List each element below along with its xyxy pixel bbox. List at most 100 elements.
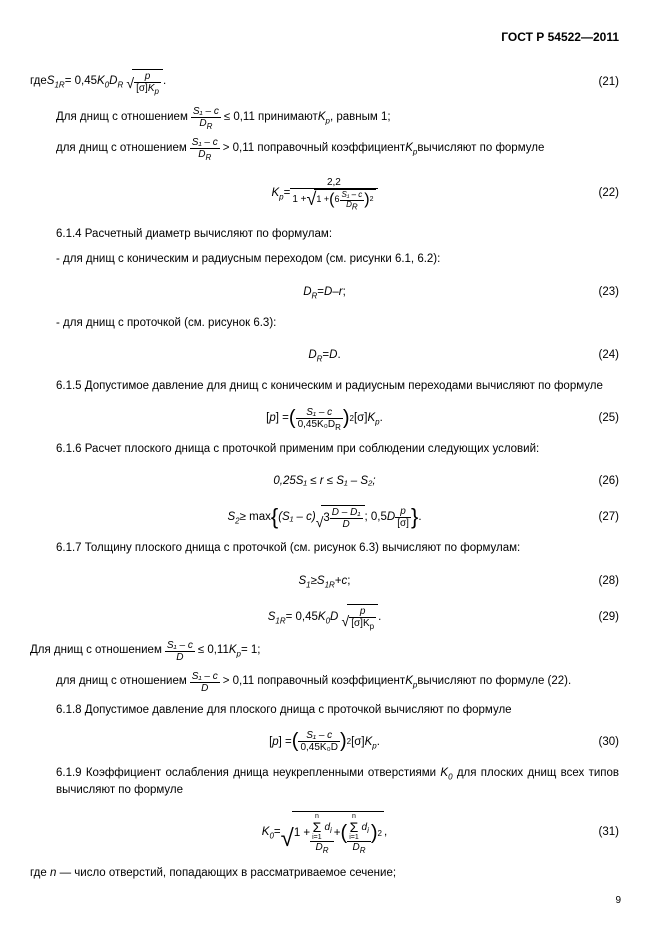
fd: 0,45K₀D [298, 419, 336, 430]
s617: 6.1.7 Толщину плоского днища с проточкой… [30, 540, 619, 557]
drs: R [323, 846, 329, 855]
fds: R [206, 153, 212, 162]
para-3: Для днищ с отношением S₁ – c D ≤ 0,11 Kp… [30, 640, 619, 663]
sep: ; 0,5 [365, 511, 387, 523]
s615: 6.1.5 Допустимое давление для днищ с кон… [30, 378, 619, 395]
k0: K [318, 611, 326, 623]
dot: . [377, 736, 380, 748]
t1: для днищ с отношением [56, 140, 187, 157]
s614a: - для днищ с коническим и радиусным пере… [30, 251, 619, 268]
sb: i=1 [312, 834, 322, 841]
eqnum-21: (21) [599, 73, 619, 89]
plus: + [334, 827, 341, 839]
eq-25: [ p ] = ( S₁ – c 0,45K₀DR )2 [σ] Kp . (2… [30, 405, 619, 431]
kp: K [318, 111, 326, 123]
page-number: 9 [615, 895, 621, 906]
dis: i [330, 826, 332, 835]
t1: 6.1.9 Коэффициент ослабления днища неукр… [56, 767, 440, 779]
eqnum-26: (26) [599, 475, 619, 487]
fd: 0,45K₀D [298, 742, 340, 753]
comma: , [384, 826, 387, 838]
semi: ; [343, 286, 346, 298]
sig: [σ] [354, 412, 368, 424]
pre: где [30, 73, 47, 89]
eqnum-23: (23) [599, 286, 619, 298]
eq: = [317, 286, 324, 298]
eqnum-25: (25) [599, 412, 619, 424]
fn: p [134, 71, 161, 83]
eq-26: 0,25S₁ ≤ r ≤ S₁ – S₂; (26) [30, 468, 619, 494]
dr: D [315, 842, 322, 853]
eq: = [274, 826, 281, 838]
rb: ] = [279, 736, 292, 748]
eq-22: Kp = 2,2 1 + √ 1 + ( 6 S₁ – c DR ) [30, 170, 619, 216]
fdks: p [155, 87, 159, 96]
drs2: R [360, 846, 366, 855]
eqnum-28: (28) [599, 575, 619, 587]
fn: S₁ – c [192, 137, 218, 148]
fds: R [335, 423, 341, 432]
dot: . [380, 412, 383, 424]
k: K [97, 75, 105, 87]
dr2: D [353, 842, 360, 853]
t2: ≤ 0,11 [198, 642, 229, 659]
t1: для днищ с отношением [56, 673, 187, 690]
eqnum-24: (24) [599, 349, 619, 361]
fn: S₁ – c [165, 640, 195, 652]
t3: , равным 1; [330, 109, 391, 126]
t: = 0,45 [65, 73, 97, 89]
eqnum-27: (27) [599, 511, 619, 523]
fn: S₁ – c [296, 407, 343, 419]
eqnum-22: (22) [599, 187, 619, 199]
dsub: R [117, 81, 123, 90]
k0s: 0 [448, 772, 452, 781]
t2: — число отверстий, попадающих в рассматр… [60, 867, 396, 879]
kp: K [271, 187, 279, 199]
t2: > 0,11 поправочный коэффициент [223, 673, 405, 690]
kp: K [405, 142, 413, 154]
para-4: для днищ с отношением S₁ – c D > 0,11 по… [30, 671, 619, 694]
fds: R [352, 202, 358, 211]
t1: Для днищ с отношением [30, 642, 162, 659]
geq: ≥ max [240, 511, 271, 523]
D: D [330, 611, 338, 623]
dot: . [378, 611, 381, 623]
fds: R [207, 122, 213, 131]
fd1: [σ] [136, 83, 148, 94]
fn: S₁ – c [298, 730, 340, 742]
t1: Для днищ с отношением [56, 109, 188, 126]
dot: . [163, 73, 166, 89]
one: 1 + [294, 827, 310, 839]
fn: p [349, 606, 376, 618]
fn: S₁ – c [193, 106, 219, 117]
fds: p [370, 622, 374, 631]
t3: вычисляют по формуле (22). [417, 673, 571, 690]
t2: ≤ 0,11 принимают [224, 109, 318, 126]
sb2: i=1 [349, 834, 359, 841]
rb: ] = [276, 412, 289, 424]
kp: K [229, 644, 237, 656]
ione: 1 + [316, 195, 329, 205]
s2: S [227, 511, 235, 523]
eq: = [322, 349, 329, 361]
eq-27: S2 ≥ max { (S₁ – c) √ 3 D – D₁ D ; 0,5 D… [30, 504, 619, 530]
s616: 6.1.6 Расчет плоского днища с проточкой … [30, 441, 619, 458]
s614b: - для днищ с проточкой (см. рисунок 6.3)… [30, 315, 619, 332]
D: D [387, 511, 395, 523]
eq-31: K0 = √ 1 + nΣi=1 di DR + ( nΣi=1 [30, 809, 619, 855]
eq-21: где S1R = 0,45 K0 DR √ p [σ]Kp . (21) [30, 69, 619, 94]
eqnum-31: (31) [599, 826, 619, 838]
eq-29: S1R = 0,45 K0 D √ p [σ]Kp . (29) [30, 604, 619, 630]
fdk: K [148, 83, 155, 94]
d: D [329, 349, 337, 361]
top: 2,2 [290, 177, 377, 189]
i1: (S₁ – c) [278, 511, 316, 523]
semi: ; [347, 575, 350, 587]
s1rs: 1R [325, 580, 335, 589]
one: 1 + [292, 194, 306, 205]
kp: K [367, 412, 375, 424]
plus: + [335, 575, 342, 587]
kp: K [405, 675, 413, 687]
dd: [σ] [395, 518, 411, 529]
dn: p [395, 506, 411, 518]
